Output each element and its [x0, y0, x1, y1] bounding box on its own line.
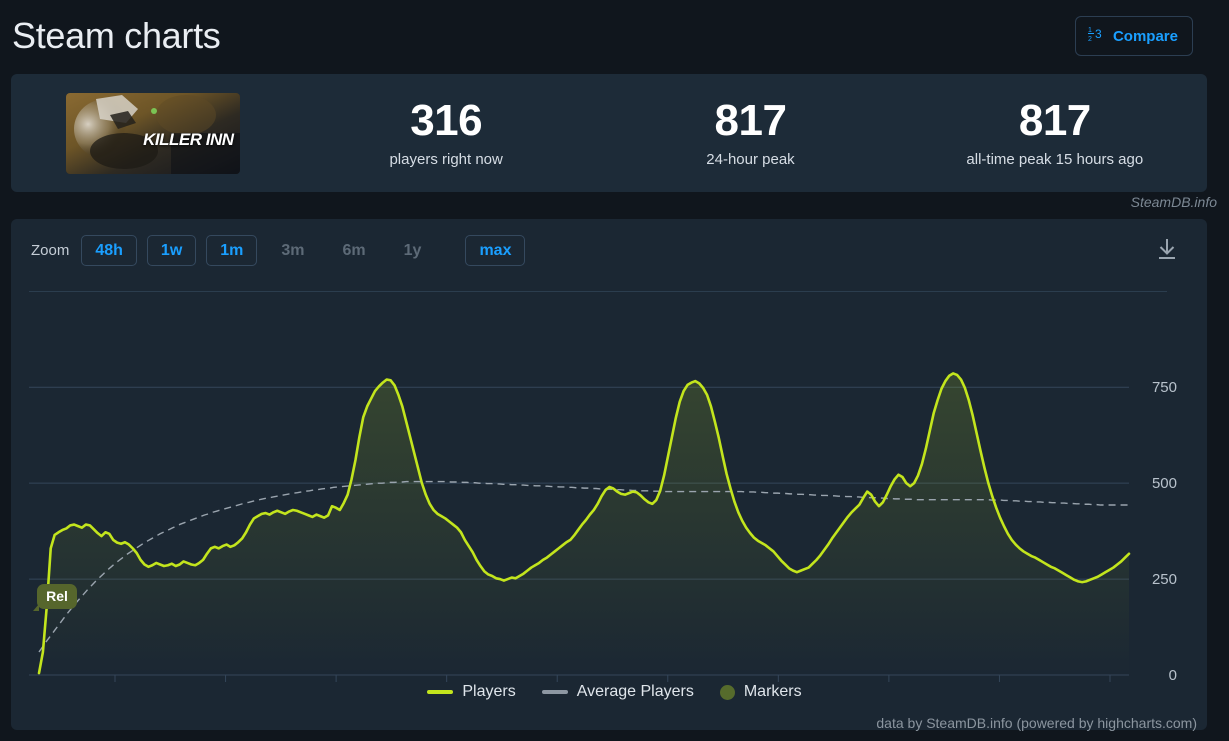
x-axis-labels: 13 Feb08:0016:0014 Feb08:0016:0015 Feb08… [114, 675, 1111, 682]
page-title: Steam charts [12, 15, 221, 56]
range-selector: Zoom 48h 1w 1m 3m 6m 1y max [11, 219, 1207, 282]
range-separator [29, 291, 1167, 292]
download-icon [1154, 236, 1180, 267]
average-players-line [38, 480, 1129, 653]
svg-text:1: 1 [1088, 27, 1092, 34]
stat-24h-peak: 817 24-hour peak [598, 96, 902, 168]
range-button-1y: 1y [390, 235, 436, 267]
stat-all-time-peak: 817 all-time peak 15 hours ago [903, 96, 1207, 168]
svg-text:2: 2 [1088, 36, 1092, 42]
compare-fractions-icon: 1 2 3 [1087, 25, 1105, 47]
legend-item-markers[interactable]: Markers [719, 683, 802, 701]
legend-item-players[interactable]: Players [427, 683, 516, 701]
players-legend-swatch [427, 690, 454, 694]
stat-label: 24-hour peak [706, 150, 795, 168]
stat-value: 316 [410, 96, 483, 146]
range-button-3m: 3m [267, 235, 318, 267]
range-button-1w[interactable]: 1w [146, 234, 197, 267]
release-marker-label: Rel [46, 588, 68, 604]
attribution-top: SteamDB.info [1130, 194, 1217, 210]
compare-button-label: Compare [1112, 27, 1178, 45]
stat-players-now: 316 players right now [294, 96, 598, 168]
legend-item-average-players[interactable]: Average Players [541, 683, 694, 701]
y-axis-tick: 0 [1169, 667, 1177, 684]
game-art-image [65, 92, 240, 174]
summary-card: KILLER INN 316 players right now 817 24-… [11, 74, 1207, 192]
game-thumbnail[interactable]: KILLER INN [65, 92, 240, 174]
range-button-1m[interactable]: 1m [206, 234, 258, 267]
release-marker[interactable]: Rel [33, 584, 77, 611]
players-line [37, 372, 1131, 675]
plot-area: 0 250 500 750 13 Feb08:0016:0014 Feb08:0016… [11, 299, 1207, 689]
range-button-max[interactable]: max [465, 234, 526, 267]
stat-value: 817 [714, 96, 787, 146]
y-axis-labels: 0 250 500 750 [1152, 379, 1177, 684]
y-axis-tick: 250 [1152, 571, 1177, 588]
legend-label: Players [462, 683, 516, 700]
y-axis-tick: 750 [1152, 379, 1177, 396]
range-button-6m: 6m [329, 235, 380, 267]
markers-legend-swatch [719, 684, 735, 700]
attribution-bottom: data by SteamDB.info (powered by highcha… [876, 715, 1197, 731]
stat-value: 817 [1018, 96, 1091, 146]
y-axis-tick: 500 [1152, 475, 1177, 492]
legend-label: Markers [743, 683, 802, 700]
chart-card: Zoom 48h 1w 1m 3m 6m 1y max [11, 219, 1207, 730]
legend-label: Average Players [576, 683, 694, 700]
chart-legend: Players Average Players Markers [0, 683, 1229, 701]
svg-text:3: 3 [1095, 27, 1102, 41]
average-players-legend-swatch [541, 690, 568, 694]
range-button-48h[interactable]: 48h [81, 234, 137, 267]
page-header: Steam charts 1 2 3 Compare [0, 0, 1229, 72]
zoom-label: Zoom [31, 242, 70, 259]
compare-button[interactable]: 1 2 3 Compare [1074, 16, 1193, 56]
game-title: KILLER INN [143, 129, 234, 149]
game-thumbnail-wrap: KILLER INN [11, 92, 294, 174]
download-button[interactable] [1149, 233, 1185, 269]
stat-label: players right now [389, 150, 503, 168]
stat-label: all-time peak 15 hours ago [966, 150, 1144, 168]
players-chart[interactable]: 0 250 500 750 13 Feb08:0016:0014 Feb08:0016… [11, 299, 1207, 689]
